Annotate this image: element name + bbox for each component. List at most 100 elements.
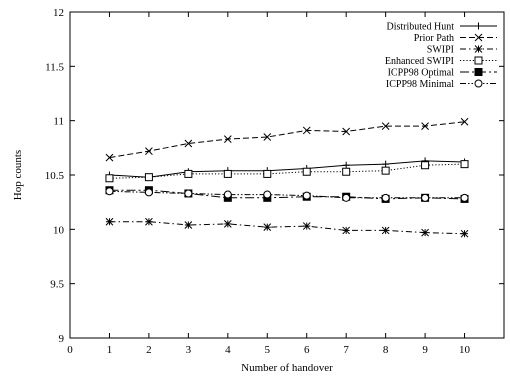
marker-shape: [421, 193, 430, 202]
marker-shape: [474, 68, 483, 76]
legend-marker-enhanced-swipi: [474, 56, 483, 65]
marker-stroke: [421, 228, 429, 237]
data-point-prior-path: [105, 153, 114, 162]
x-tick-label: 2: [146, 344, 152, 356]
data-point-distributed-hunt: [342, 161, 350, 169]
data-point-enhanced-swipi: [263, 169, 272, 178]
data-point-swipi: [342, 226, 351, 235]
marker-stroke: [145, 217, 153, 226]
legend-marker-icpp98-optimal: [474, 68, 483, 76]
data-point-enhanced-swipi: [105, 174, 114, 183]
x-tick-label: 8: [383, 344, 389, 356]
data-point-swipi: [223, 220, 232, 228]
y-tick-label: 9: [59, 333, 65, 345]
marker-shape: [381, 166, 390, 175]
series-markers: [105, 117, 469, 238]
y-axis-label: Hop counts: [12, 150, 24, 200]
marker-stroke: [263, 223, 272, 232]
data-point-swipi: [263, 223, 272, 232]
marker-shape: [263, 169, 272, 178]
y-tick-label: 11: [53, 116, 64, 128]
data-point-icpp98-minimal: [342, 193, 351, 202]
legend-label-prior-path: Prior Path: [414, 33, 454, 44]
marker-stroke: [302, 126, 311, 135]
marker-stroke: [263, 133, 272, 141]
data-point-enhanced-swipi: [421, 161, 430, 170]
x-tick-label: 0: [67, 344, 73, 356]
series-line-enhanced-swipi: [109, 163, 465, 179]
marker-stroke: [460, 229, 469, 238]
data-point-enhanced-swipi: [460, 160, 469, 169]
marker-shape: [144, 173, 153, 182]
data-point-icpp98-minimal: [144, 188, 153, 197]
data-point-icpp98-minimal: [381, 193, 390, 202]
marker-shape: [263, 190, 272, 199]
series-line-distributed-hunt: [109, 160, 465, 178]
legend-marker-swipi: [474, 45, 483, 53]
data-point-prior-path: [381, 122, 390, 130]
marker-stroke: [421, 122, 429, 130]
marker-stroke: [184, 221, 193, 229]
data-point-enhanced-swipi: [144, 173, 153, 182]
data-point-icpp98-minimal: [105, 187, 114, 196]
y-tick-label: 10.5: [45, 170, 65, 182]
marker-shape: [302, 167, 311, 176]
data-point-icpp98-minimal: [263, 190, 272, 199]
marker-shape: [342, 167, 351, 176]
data-point-swipi: [421, 228, 429, 237]
marker-stroke: [105, 217, 114, 226]
data-point-icpp98-minimal: [421, 193, 430, 202]
legend-marker-icpp98-minimal: [474, 79, 483, 88]
data-point-icpp98-minimal: [184, 189, 193, 198]
data-point-prior-path: [184, 139, 193, 148]
marker-stroke: [381, 226, 390, 235]
marker-stroke: [460, 117, 469, 126]
data-point-prior-path: [342, 127, 351, 136]
marker-stroke: [474, 33, 483, 42]
series-line-prior-path: [109, 121, 465, 159]
x-tick-label: 5: [265, 344, 271, 356]
legend-label-icpp98-optimal: ICPP98 Optimal: [388, 68, 455, 79]
x-tick-label: 6: [304, 344, 310, 356]
data-point-swipi: [302, 222, 311, 230]
x-tick-label: 9: [422, 344, 428, 356]
data-point-enhanced-swipi: [223, 169, 232, 178]
data-point-prior-path: [263, 133, 272, 141]
x-tick-label: 1: [107, 344, 113, 356]
marker-stroke: [223, 135, 232, 143]
x-tick-label: 10: [459, 344, 471, 356]
data-point-swipi: [105, 217, 114, 226]
data-point-enhanced-swipi: [381, 166, 390, 175]
marker-shape: [460, 160, 469, 169]
marker-shape: [421, 161, 430, 170]
data-point-prior-path: [302, 126, 311, 135]
data-point-enhanced-swipi: [184, 169, 193, 178]
marker-stroke: [342, 127, 351, 136]
marker-stroke: [145, 147, 153, 155]
marker-shape: [184, 169, 193, 178]
x-tick-label: 3: [186, 344, 192, 356]
data-point-enhanced-swipi: [302, 167, 311, 176]
data-point-swipi: [145, 217, 153, 226]
data-point-swipi: [381, 226, 390, 235]
legend-marker-distributed-hunt: [475, 22, 482, 30]
y-tick-label: 12: [53, 7, 64, 19]
marker-shape: [223, 190, 232, 199]
marker-stroke: [302, 222, 311, 230]
data-point-enhanced-swipi: [342, 167, 351, 176]
marker-shape: [144, 188, 153, 197]
data-point-distributed-hunt: [382, 160, 390, 168]
data-point-prior-path: [145, 147, 153, 155]
marker-stroke: [342, 226, 351, 235]
marker-shape: [184, 189, 193, 198]
data-point-swipi: [460, 229, 469, 238]
marker-shape: [342, 193, 351, 202]
data-point-swipi: [184, 221, 193, 229]
marker-stroke: [184, 139, 193, 148]
data-point-icpp98-minimal: [223, 190, 232, 199]
marker-shape: [302, 191, 311, 200]
marker-stroke: [223, 220, 232, 228]
marker-shape: [474, 79, 483, 88]
